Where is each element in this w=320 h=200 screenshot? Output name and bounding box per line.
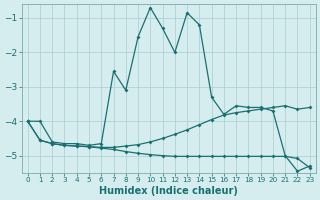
X-axis label: Humidex (Indice chaleur): Humidex (Indice chaleur) [99,186,238,196]
